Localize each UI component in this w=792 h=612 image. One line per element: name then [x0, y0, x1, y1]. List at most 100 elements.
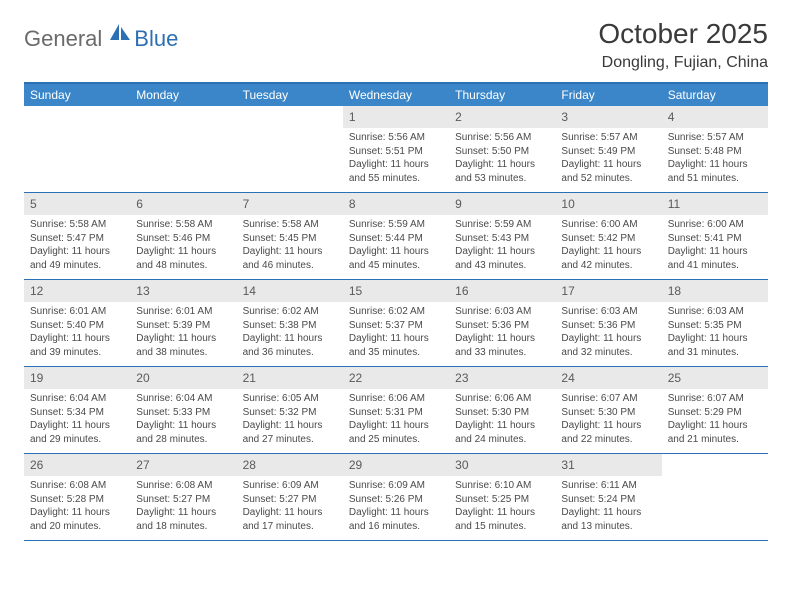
day-number: 23 — [449, 367, 555, 389]
sunrise-line: Sunrise: 6:04 AM — [30, 392, 124, 406]
day-info: Sunrise: 6:03 AMSunset: 5:35 PMDaylight:… — [662, 302, 768, 365]
dayhead: Saturday — [662, 84, 768, 106]
day-cell: 21Sunrise: 6:05 AMSunset: 5:32 PMDayligh… — [237, 367, 343, 453]
sunset-line: Sunset: 5:38 PM — [243, 319, 337, 333]
day-cell: 7Sunrise: 5:58 AMSunset: 5:45 PMDaylight… — [237, 193, 343, 279]
sunrise-line: Sunrise: 6:08 AM — [30, 479, 124, 493]
sunset-line: Sunset: 5:50 PM — [455, 145, 549, 159]
day-cell: 26Sunrise: 6:08 AMSunset: 5:28 PMDayligh… — [24, 454, 130, 540]
sunrise-line: Sunrise: 6:09 AM — [349, 479, 443, 493]
sunset-line: Sunset: 5:32 PM — [243, 406, 337, 420]
week-row: 26Sunrise: 6:08 AMSunset: 5:28 PMDayligh… — [24, 454, 768, 541]
sunrise-line: Sunrise: 6:03 AM — [455, 305, 549, 319]
day-cell: 4Sunrise: 5:57 AMSunset: 5:48 PMDaylight… — [662, 106, 768, 192]
daylight-line: Daylight: 11 hours and 13 minutes. — [561, 506, 655, 533]
sunset-line: Sunset: 5:41 PM — [668, 232, 762, 246]
day-number — [662, 454, 768, 476]
day-info: Sunrise: 5:59 AMSunset: 5:43 PMDaylight:… — [449, 215, 555, 278]
daylight-line: Daylight: 11 hours and 35 minutes. — [349, 332, 443, 359]
day-cell — [24, 106, 130, 192]
daylight-line: Daylight: 11 hours and 17 minutes. — [243, 506, 337, 533]
sunrise-line: Sunrise: 5:57 AM — [668, 131, 762, 145]
sunset-line: Sunset: 5:25 PM — [455, 493, 549, 507]
day-cell: 18Sunrise: 6:03 AMSunset: 5:35 PMDayligh… — [662, 280, 768, 366]
daylight-line: Daylight: 11 hours and 42 minutes. — [561, 245, 655, 272]
day-cell: 28Sunrise: 6:09 AMSunset: 5:27 PMDayligh… — [237, 454, 343, 540]
sunrise-line: Sunrise: 5:58 AM — [136, 218, 230, 232]
day-number: 18 — [662, 280, 768, 302]
weeks-container: 1Sunrise: 5:56 AMSunset: 5:51 PMDaylight… — [24, 106, 768, 541]
day-info: Sunrise: 6:00 AMSunset: 5:41 PMDaylight:… — [662, 215, 768, 278]
sunset-line: Sunset: 5:42 PM — [561, 232, 655, 246]
daylight-line: Daylight: 11 hours and 38 minutes. — [136, 332, 230, 359]
week-row: 5Sunrise: 5:58 AMSunset: 5:47 PMDaylight… — [24, 193, 768, 280]
logo: General Blue — [24, 24, 178, 53]
day-number: 26 — [24, 454, 130, 476]
day-cell: 27Sunrise: 6:08 AMSunset: 5:27 PMDayligh… — [130, 454, 236, 540]
sunrise-line: Sunrise: 5:57 AM — [561, 131, 655, 145]
day-number: 29 — [343, 454, 449, 476]
daylight-line: Daylight: 11 hours and 33 minutes. — [455, 332, 549, 359]
daylight-line: Daylight: 11 hours and 51 minutes. — [668, 158, 762, 185]
sunrise-line: Sunrise: 5:56 AM — [349, 131, 443, 145]
day-info: Sunrise: 5:56 AMSunset: 5:51 PMDaylight:… — [343, 128, 449, 191]
day-number: 1 — [343, 106, 449, 128]
sunrise-line: Sunrise: 6:09 AM — [243, 479, 337, 493]
dayhead: Thursday — [449, 84, 555, 106]
day-cell: 19Sunrise: 6:04 AMSunset: 5:34 PMDayligh… — [24, 367, 130, 453]
day-number: 3 — [555, 106, 661, 128]
daylight-line: Daylight: 11 hours and 45 minutes. — [349, 245, 443, 272]
day-number: 11 — [662, 193, 768, 215]
day-cell: 15Sunrise: 6:02 AMSunset: 5:37 PMDayligh… — [343, 280, 449, 366]
daylight-line: Daylight: 11 hours and 28 minutes. — [136, 419, 230, 446]
day-info: Sunrise: 5:59 AMSunset: 5:44 PMDaylight:… — [343, 215, 449, 278]
day-info: Sunrise: 6:11 AMSunset: 5:24 PMDaylight:… — [555, 476, 661, 539]
day-info: Sunrise: 6:02 AMSunset: 5:37 PMDaylight:… — [343, 302, 449, 365]
day-number: 12 — [24, 280, 130, 302]
day-cell: 2Sunrise: 5:56 AMSunset: 5:50 PMDaylight… — [449, 106, 555, 192]
day-cell — [237, 106, 343, 192]
day-info: Sunrise: 6:03 AMSunset: 5:36 PMDaylight:… — [449, 302, 555, 365]
daylight-line: Daylight: 11 hours and 43 minutes. — [455, 245, 549, 272]
daylight-line: Daylight: 11 hours and 20 minutes. — [30, 506, 124, 533]
daylight-line: Daylight: 11 hours and 36 minutes. — [243, 332, 337, 359]
day-cell: 6Sunrise: 5:58 AMSunset: 5:46 PMDaylight… — [130, 193, 236, 279]
day-number: 27 — [130, 454, 236, 476]
day-cell: 13Sunrise: 6:01 AMSunset: 5:39 PMDayligh… — [130, 280, 236, 366]
day-info: Sunrise: 6:07 AMSunset: 5:30 PMDaylight:… — [555, 389, 661, 452]
day-info: Sunrise: 6:06 AMSunset: 5:30 PMDaylight:… — [449, 389, 555, 452]
sunset-line: Sunset: 5:34 PM — [30, 406, 124, 420]
day-info: Sunrise: 6:01 AMSunset: 5:39 PMDaylight:… — [130, 302, 236, 365]
title-block: October 2025 Dongling, Fujian, China — [598, 18, 768, 72]
sunset-line: Sunset: 5:36 PM — [455, 319, 549, 333]
day-info: Sunrise: 5:58 AMSunset: 5:45 PMDaylight:… — [237, 215, 343, 278]
sunset-line: Sunset: 5:40 PM — [30, 319, 124, 333]
sunrise-line: Sunrise: 6:10 AM — [455, 479, 549, 493]
day-info: Sunrise: 6:02 AMSunset: 5:38 PMDaylight:… — [237, 302, 343, 365]
day-cell: 10Sunrise: 6:00 AMSunset: 5:42 PMDayligh… — [555, 193, 661, 279]
day-cell — [662, 454, 768, 540]
daylight-line: Daylight: 11 hours and 21 minutes. — [668, 419, 762, 446]
sunset-line: Sunset: 5:33 PM — [136, 406, 230, 420]
sunrise-line: Sunrise: 5:58 AM — [243, 218, 337, 232]
sunset-line: Sunset: 5:47 PM — [30, 232, 124, 246]
day-info: Sunrise: 6:10 AMSunset: 5:25 PMDaylight:… — [449, 476, 555, 539]
day-cell: 29Sunrise: 6:09 AMSunset: 5:26 PMDayligh… — [343, 454, 449, 540]
day-number: 10 — [555, 193, 661, 215]
sunset-line: Sunset: 5:46 PM — [136, 232, 230, 246]
day-info: Sunrise: 6:04 AMSunset: 5:34 PMDaylight:… — [24, 389, 130, 452]
sunrise-line: Sunrise: 6:02 AM — [349, 305, 443, 319]
sunset-line: Sunset: 5:24 PM — [561, 493, 655, 507]
daylight-line: Daylight: 11 hours and 18 minutes. — [136, 506, 230, 533]
sunset-line: Sunset: 5:26 PM — [349, 493, 443, 507]
sunrise-line: Sunrise: 6:06 AM — [349, 392, 443, 406]
daylight-line: Daylight: 11 hours and 39 minutes. — [30, 332, 124, 359]
day-info: Sunrise: 5:57 AMSunset: 5:48 PMDaylight:… — [662, 128, 768, 191]
day-number: 28 — [237, 454, 343, 476]
daylight-line: Daylight: 11 hours and 32 minutes. — [561, 332, 655, 359]
day-number: 30 — [449, 454, 555, 476]
sunset-line: Sunset: 5:51 PM — [349, 145, 443, 159]
day-number: 6 — [130, 193, 236, 215]
day-number: 13 — [130, 280, 236, 302]
day-cell: 25Sunrise: 6:07 AMSunset: 5:29 PMDayligh… — [662, 367, 768, 453]
